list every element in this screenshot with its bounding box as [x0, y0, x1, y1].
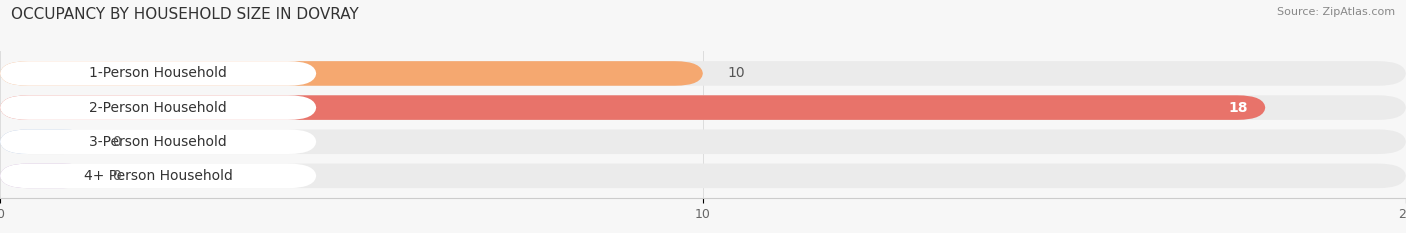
FancyBboxPatch shape [0, 164, 1406, 188]
FancyBboxPatch shape [0, 61, 703, 86]
Text: 4+ Person Household: 4+ Person Household [84, 169, 232, 183]
FancyBboxPatch shape [0, 95, 1265, 120]
FancyBboxPatch shape [0, 164, 316, 188]
Text: 0: 0 [112, 169, 121, 183]
Text: 10: 10 [728, 66, 745, 80]
FancyBboxPatch shape [0, 95, 1406, 120]
FancyBboxPatch shape [0, 130, 91, 154]
Text: 18: 18 [1229, 101, 1249, 115]
Text: OCCUPANCY BY HOUSEHOLD SIZE IN DOVRAY: OCCUPANCY BY HOUSEHOLD SIZE IN DOVRAY [11, 7, 359, 22]
FancyBboxPatch shape [0, 61, 1406, 86]
FancyBboxPatch shape [0, 95, 316, 120]
FancyBboxPatch shape [0, 61, 316, 86]
Text: Source: ZipAtlas.com: Source: ZipAtlas.com [1277, 7, 1395, 17]
Text: 0: 0 [112, 135, 121, 149]
FancyBboxPatch shape [0, 130, 1406, 154]
FancyBboxPatch shape [0, 164, 91, 188]
Text: 2-Person Household: 2-Person Household [90, 101, 226, 115]
Text: 1-Person Household: 1-Person Household [89, 66, 228, 80]
FancyBboxPatch shape [0, 130, 316, 154]
Text: 3-Person Household: 3-Person Household [90, 135, 226, 149]
